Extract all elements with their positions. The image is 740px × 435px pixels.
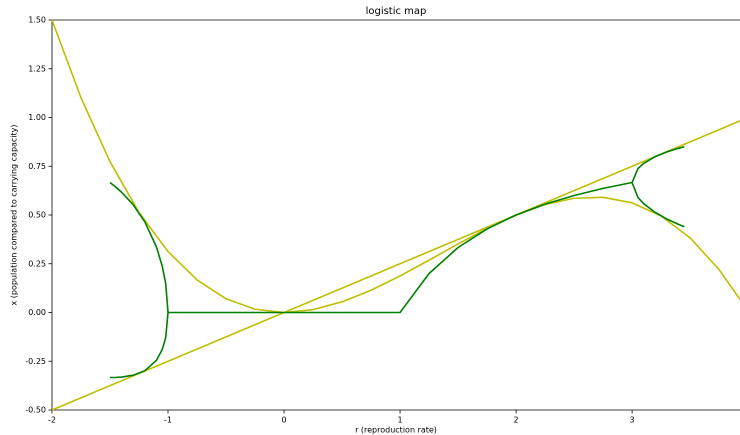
- y-tick-label: 0.50: [28, 211, 46, 220]
- series-line: [51, 19, 740, 314]
- y-tick-label: 1.25: [28, 64, 46, 73]
- y-tick-label: 1.50: [28, 16, 46, 25]
- y-tick-label: 0.00: [28, 308, 46, 317]
- x-tick-label: -1: [164, 416, 172, 425]
- y-tick-label: 0.75: [28, 162, 46, 171]
- series-line: [109, 181, 169, 379]
- x-tick-label: -2: [48, 416, 56, 425]
- y-axis-label: x (population compared to carrying capac…: [10, 124, 19, 305]
- x-axis-label: r (reproduction rate): [355, 426, 437, 435]
- series-line: [51, 120, 740, 411]
- y-tick-label: -0.25: [25, 357, 46, 366]
- x-tick-label: 2: [514, 416, 519, 425]
- chart-title: logistic map: [366, 6, 427, 17]
- y-tick-label: 1.00: [28, 113, 46, 122]
- series-line: [168, 181, 633, 314]
- y-tick-label: 0.25: [28, 259, 46, 268]
- x-tick-label: 0: [281, 416, 286, 425]
- x-tick-label: 3: [630, 416, 635, 425]
- y-tick-label: -0.50: [25, 406, 46, 415]
- series-line: [631, 145, 685, 228]
- x-tick-label: 1: [398, 416, 403, 425]
